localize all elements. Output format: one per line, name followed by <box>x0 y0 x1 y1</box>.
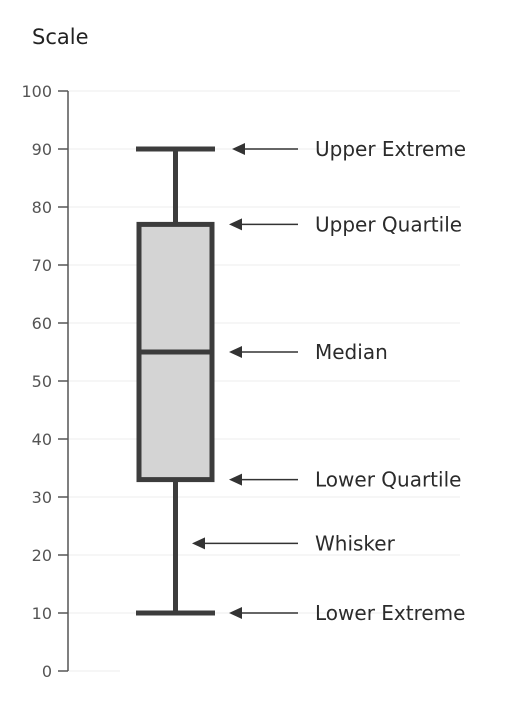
arrow-head-icon <box>229 346 242 358</box>
arrow-head-icon <box>229 218 242 231</box>
y-tick-label: 10 <box>32 604 52 623</box>
scale-title: Scale <box>32 25 89 49</box>
y-tick-label: 80 <box>32 198 52 217</box>
annotations: Upper Extreme Upper Quartile Median Lower Q… <box>192 137 466 625</box>
annotation-label: Upper Quartile <box>315 212 462 236</box>
arrow-head-icon <box>232 143 245 155</box>
y-tick-label: 70 <box>32 256 52 275</box>
y-tick-label: 40 <box>32 430 52 449</box>
annotation-label: Upper Extreme <box>315 137 466 161</box>
y-tick-label: 0 <box>42 662 52 681</box>
arrow-head-icon <box>229 473 242 486</box>
y-tick-label: 90 <box>32 140 52 159</box>
y-tick-label: 60 <box>32 314 52 333</box>
grid-lines <box>68 90 460 672</box>
annotation-label: Whisker <box>315 531 396 555</box>
y-axis: 0 10 20 30 40 50 60 70 80 90 100 <box>21 82 69 681</box>
annotation-label: Lower Extreme <box>315 601 465 625</box>
annotation-label: Lower Quartile <box>315 468 461 492</box>
y-tick-label: 100 <box>21 82 52 101</box>
y-tick-label: 50 <box>32 372 52 391</box>
boxplot <box>136 146 215 616</box>
y-tick-label: 30 <box>32 488 52 507</box>
arrow-head-icon <box>192 537 205 550</box>
y-tick-label: 20 <box>32 546 52 565</box>
annotation-label: Median <box>315 340 388 364</box>
arrow-head-icon <box>229 607 242 619</box>
